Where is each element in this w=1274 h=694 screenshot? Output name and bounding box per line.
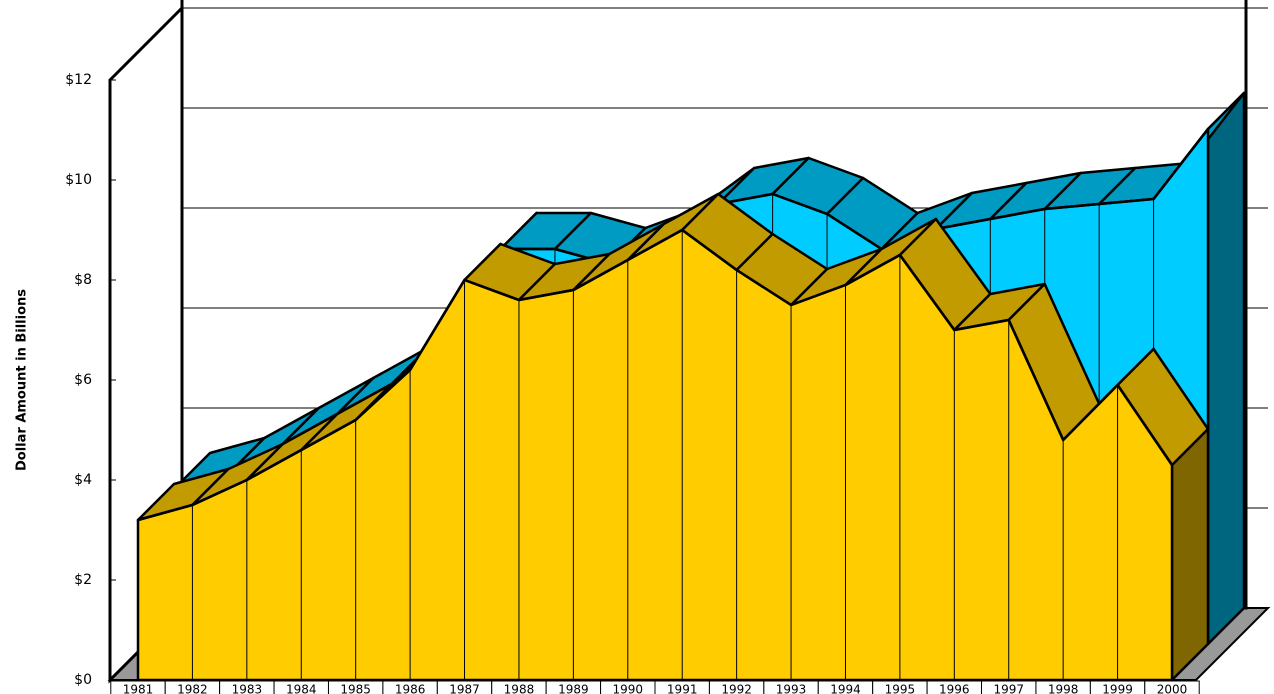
area-side bbox=[1170, 427, 1210, 682]
x-tick-label: 1989 bbox=[558, 683, 589, 694]
x-tick-label: 1999 bbox=[1102, 683, 1133, 694]
y-tick-label: $2 bbox=[74, 572, 92, 588]
x-tick-label: 1994 bbox=[830, 683, 861, 694]
area-line bbox=[137, 228, 1174, 522]
x-tick-label: 1984 bbox=[286, 683, 317, 694]
y-axis-label: Dollar Amount in Billions bbox=[15, 289, 30, 471]
x-tick-box bbox=[1144, 680, 1200, 694]
x-tick-label: 1985 bbox=[340, 683, 371, 694]
x-tick-label: 1990 bbox=[613, 683, 644, 694]
x-tick-label: 1986 bbox=[395, 683, 426, 694]
y-tick-label: $0 bbox=[74, 672, 92, 688]
x-tick-label: 1997 bbox=[993, 683, 1024, 694]
y-tick-label: $4 bbox=[74, 472, 92, 488]
x-tick-label: 1991 bbox=[667, 683, 698, 694]
x-tick-label: 1996 bbox=[939, 683, 970, 694]
x-tick-label: 1998 bbox=[1048, 683, 1079, 694]
area-side bbox=[1206, 91, 1246, 646]
x-tick-label: 1992 bbox=[721, 683, 752, 694]
x-tick-label: 1982 bbox=[177, 683, 208, 694]
x-tick-label: 1993 bbox=[776, 683, 807, 694]
y-tick-label: $10 bbox=[65, 172, 92, 188]
x-tick-label: 1988 bbox=[504, 683, 535, 694]
x-tick-label: 2000 bbox=[1157, 683, 1188, 694]
x-tick-label: 1987 bbox=[449, 683, 480, 694]
y-tick-label: $8 bbox=[74, 272, 92, 288]
y-tick-label: $12 bbox=[65, 72, 92, 88]
x-tick-label: 1995 bbox=[885, 683, 916, 694]
x-tick-label: 1981 bbox=[123, 683, 154, 694]
y-tick-label: $6 bbox=[74, 372, 92, 388]
x-tick-label: 1983 bbox=[232, 683, 263, 694]
